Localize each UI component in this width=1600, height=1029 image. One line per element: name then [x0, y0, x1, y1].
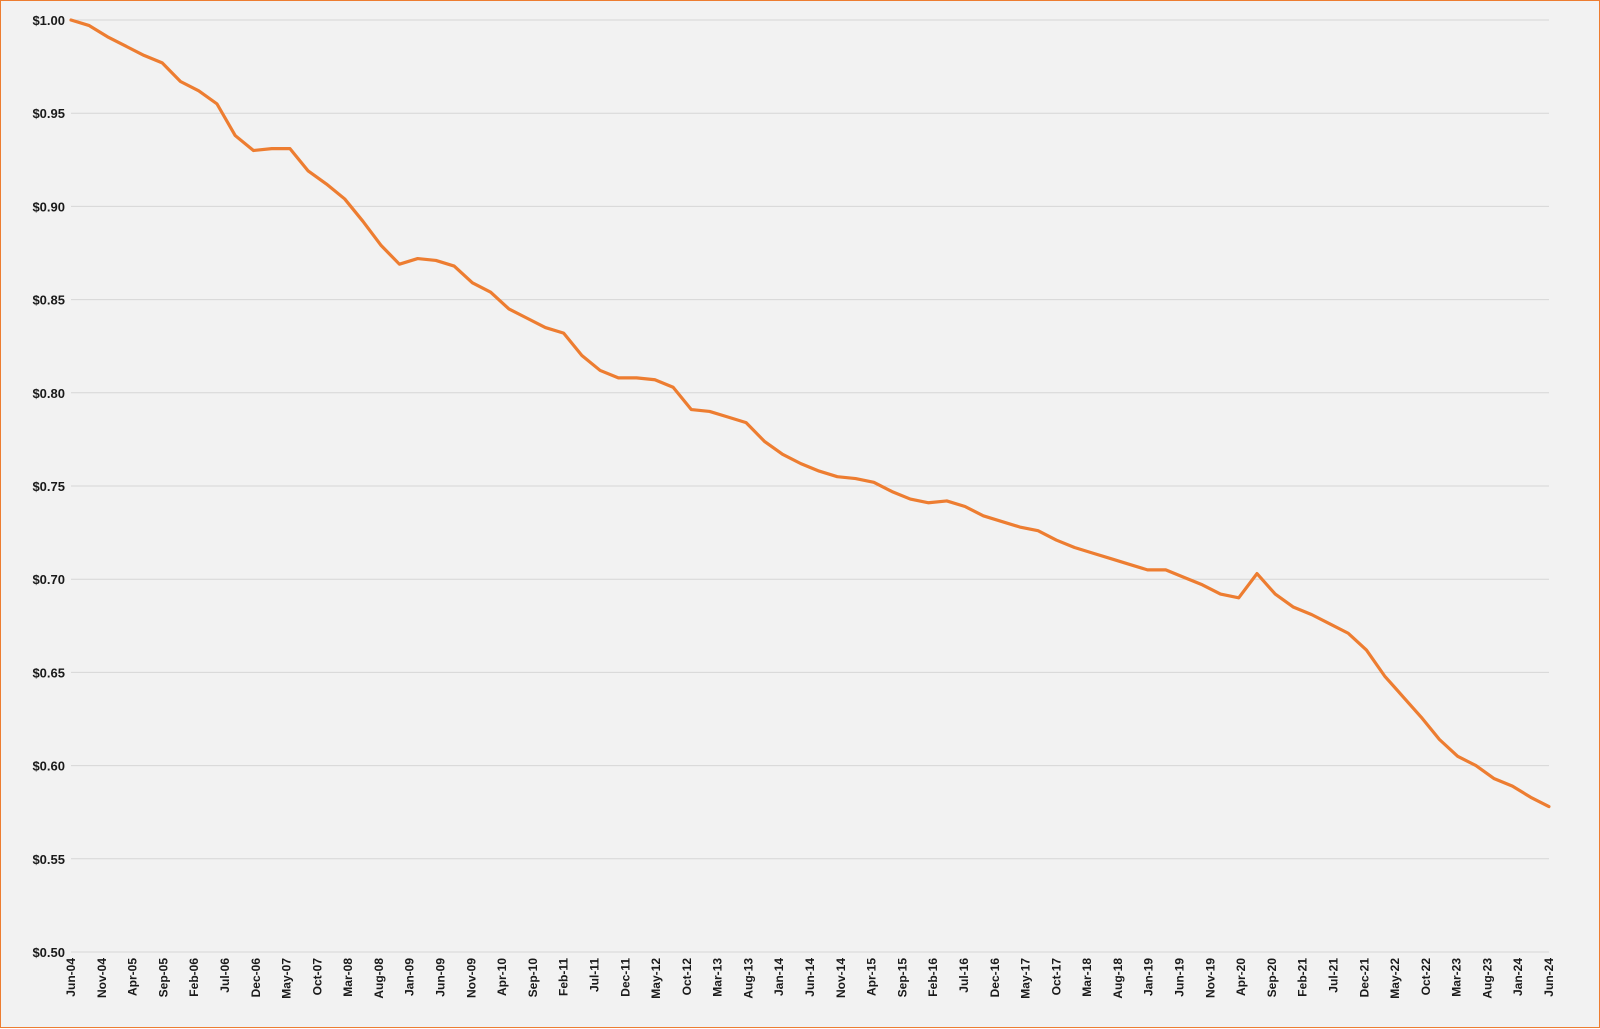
x-tick-label: Oct-12 [680, 958, 694, 996]
x-tick-label: Mar-13 [711, 958, 725, 997]
x-tick-label: Sep-05 [156, 958, 170, 998]
x-tick-label: May-17 [1019, 958, 1033, 999]
x-tick-label: Dec-16 [988, 958, 1002, 998]
y-tick-label: $0.65 [32, 665, 65, 680]
x-tick-label: Oct-07 [310, 958, 324, 996]
x-tick-label: Oct-22 [1419, 958, 1433, 996]
series-line [69, 18, 1551, 809]
x-tick-label: Jun-09 [434, 958, 448, 997]
x-tick-label: Sep-20 [1265, 958, 1279, 998]
y-tick-label: $1.00 [32, 13, 65, 28]
y-tick-label: $0.85 [32, 293, 65, 308]
x-tick-label: May-22 [1388, 958, 1402, 999]
y-tick-label: $0.80 [32, 386, 65, 401]
x-tick-label: Oct-17 [1049, 958, 1063, 996]
x-tick-label: Dec-06 [249, 958, 263, 998]
x-tick-label: Aug-08 [372, 958, 386, 999]
x-tick-label: Jul-11 [587, 958, 601, 992]
y-tick-label: $0.60 [32, 759, 65, 774]
x-tick-label: Nov-14 [834, 958, 848, 998]
y-tick-label: $0.50 [32, 945, 65, 960]
x-tick-label: Jul-16 [957, 958, 971, 993]
y-axis-ticks: $0.50 $0.55 $0.60 $0.65 $0.70 $0.75 $0.80 $0.85… [32, 13, 65, 960]
y-tick-label: $0.70 [32, 572, 65, 587]
x-tick-label: Dec-11 [618, 958, 632, 997]
y-tick-label: $0.55 [32, 852, 65, 867]
x-tick-label: Aug-13 [741, 958, 755, 999]
x-tick-label: Mar-18 [1080, 958, 1094, 997]
x-tick-label: Jun-14 [803, 958, 817, 997]
x-tick-label: Jan-24 [1511, 958, 1525, 996]
x-tick-label: May-12 [649, 958, 663, 999]
x-tick-label: Apr-10 [495, 958, 509, 996]
x-tick-label: Nov-04 [95, 958, 109, 998]
x-tick-label: Jan-14 [772, 958, 786, 996]
x-tick-label: Sep-15 [895, 958, 909, 998]
x-tick-label: Apr-20 [1234, 958, 1248, 996]
x-tick-label: Nov-09 [464, 958, 478, 998]
x-tick-label: Mar-23 [1450, 958, 1464, 997]
x-tick-label: Apr-05 [126, 958, 140, 996]
x-tick-label: Feb-21 [1296, 958, 1310, 997]
x-tick-label: Feb-06 [187, 958, 201, 997]
x-tick-label: Jun-19 [1173, 958, 1187, 997]
y-tick-label: $0.75 [32, 479, 65, 494]
x-tick-label: Jul-21 [1326, 958, 1340, 993]
x-tick-label: Aug-23 [1480, 958, 1494, 999]
x-tick-label: Sep-10 [526, 958, 540, 998]
x-tick-label: Mar-08 [341, 958, 355, 997]
grid-lines [71, 19, 1549, 953]
x-tick-label: Dec-21 [1357, 958, 1371, 998]
x-tick-label: Feb-16 [926, 958, 940, 997]
x-tick-label: Apr-15 [865, 958, 879, 996]
x-tick-label: Aug-18 [1111, 958, 1125, 999]
x-tick-label: Jun-24 [1542, 958, 1556, 997]
x-tick-label: Jan-19 [1142, 958, 1156, 996]
y-tick-label: $0.90 [32, 199, 65, 214]
series-group [69, 18, 1551, 809]
x-tick-label: Jan-09 [403, 958, 417, 996]
x-tick-label: Jul-06 [218, 958, 232, 993]
y-tick-label: $0.95 [32, 106, 65, 121]
x-tick-label: Jun-04 [64, 958, 78, 997]
x-tick-label: Feb-11 [557, 958, 571, 996]
x-tick-label: May-07 [280, 958, 294, 999]
x-axis-ticks: Jun-04 Nov-04 Apr-05 Sep-05 Feb-06 Jul-06 Dec-… [64, 958, 1556, 999]
x-tick-label: Nov-19 [1203, 958, 1217, 998]
